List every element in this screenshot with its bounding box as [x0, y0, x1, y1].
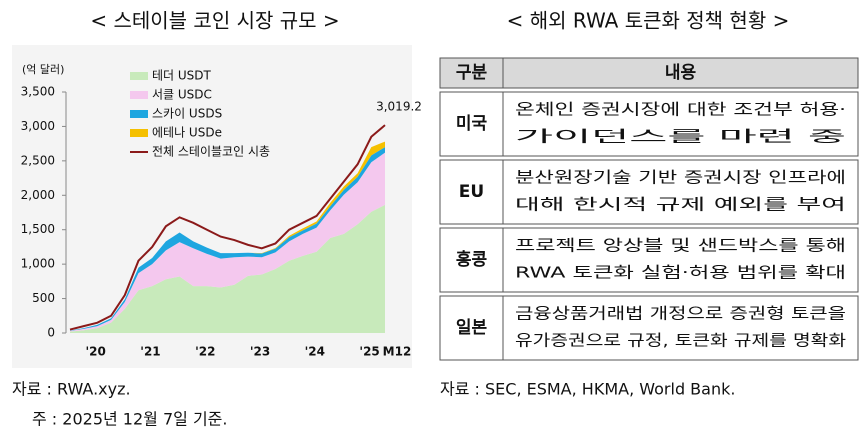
line	[69, 124, 386, 331]
y-tick-label: 1,500	[21, 222, 55, 236]
x-tick-label: '20	[86, 345, 106, 359]
header-cell: 구분	[456, 63, 488, 83]
row-label: 일본	[456, 318, 488, 338]
legend-label: 전체 스테이블코인 시총	[152, 145, 270, 159]
x-tick-label: '21	[140, 345, 160, 359]
y-axis-title: (억 달러)	[22, 63, 64, 76]
table-row	[439, 295, 859, 361]
cell-text: 프로젝트 앙상블 및 샌드박스를 통해	[515, 237, 846, 255]
legend-label: 에테나 USDe	[152, 126, 222, 140]
y-tick-label: 2,000	[21, 188, 55, 202]
cell-text: 대해 한시적 규제 예외를 부여	[515, 196, 846, 214]
x-tick-label: M12	[383, 345, 412, 359]
y-tick-label: 3,500	[21, 85, 55, 99]
y-tick-label: 1,000	[21, 257, 55, 271]
note: 주 : 2025년 12월 7일 기준.	[32, 410, 227, 429]
legend-swatch	[130, 110, 148, 118]
y-tick-label: 500	[32, 291, 55, 305]
header-cell: 내용	[665, 63, 697, 83]
data-label: 3,019.2	[376, 100, 422, 114]
table-row	[439, 159, 859, 225]
legend-swatch	[130, 72, 148, 80]
cell-text: 가이던스를 마련 중	[515, 128, 846, 146]
y-tick-label: 3,000	[21, 119, 55, 133]
table-header	[439, 57, 859, 89]
cell-text: RWA 토큰화 실험·허용 범위를 확대	[515, 264, 846, 282]
cell-text: 온체인 증권시장에 대한 조건부 허용·	[515, 101, 846, 119]
cell-text: 유가증권으로 규정, 토큰화 규제를 명확화	[515, 332, 846, 350]
legend-swatch	[130, 91, 148, 99]
y-tick-label: 0	[47, 326, 55, 340]
legend-label: 테더 USDT	[152, 69, 212, 83]
legend-label: 서클 USDC	[152, 88, 212, 102]
legend-label: 스카이 USDS	[152, 107, 222, 121]
area	[70, 152, 385, 332]
x-tick-label: '24	[305, 345, 325, 359]
right-title: < 해외 RWA 토큰화 정책 현황 >	[507, 9, 790, 33]
x-tick-label: '23	[250, 345, 270, 359]
area	[70, 204, 385, 333]
left-title: < 스테이블 코인 시장 규모 >	[90, 9, 339, 33]
legend-swatch	[130, 129, 148, 137]
source: 자료 : RWA.xyz.	[12, 380, 131, 399]
source: 자료 : SEC, ESMA, HKMA, World Bank.	[440, 380, 735, 399]
row-label: EU	[459, 182, 484, 202]
row-label: 홍콩	[456, 249, 488, 270]
table-row	[439, 91, 859, 157]
x-tick-label: '25	[359, 345, 379, 359]
table-row	[439, 227, 859, 293]
row-label: 미국	[456, 114, 488, 134]
x-tick-label: '22	[195, 345, 215, 359]
cell-text: 분산원장기술 기반 증권시장 인프라에	[515, 169, 846, 187]
cell-text: 금융상품거래법 개정으로 증권형 토큰을	[515, 305, 846, 323]
y-tick-label: 2,500	[21, 153, 55, 167]
